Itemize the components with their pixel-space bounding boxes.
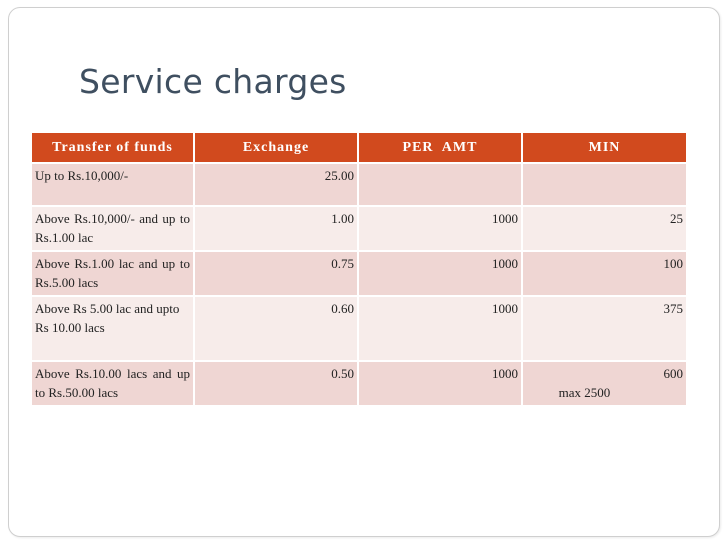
table-row: Above Rs.10.00 lacs and up to Rs.50.00 l… bbox=[32, 361, 686, 407]
header-exchange: Exchange bbox=[194, 133, 359, 164]
per-amt-cell: 1000 bbox=[358, 361, 523, 407]
table-row: Above Rs.1.00 lac and up to Rs.5.00 lacs… bbox=[32, 251, 686, 297]
per-amt-cell: 1000 bbox=[358, 206, 523, 252]
header-transfer-of-funds: Transfer of funds bbox=[32, 133, 195, 164]
table-row: Up to Rs.10,000/- 25.00 bbox=[32, 163, 686, 207]
transfer-cell: Above Rs.10.00 lacs and up to Rs.50.00 l… bbox=[32, 361, 195, 407]
header-per-amt: PER AMT bbox=[358, 133, 523, 164]
transfer-cell: Above Rs 5.00 lac and upto Rs 10.00 lacs bbox=[32, 296, 195, 362]
max-note: max 2500 bbox=[558, 385, 611, 400]
table-row: Above Rs.10,000/- and up to Rs.1.00 lac … bbox=[32, 206, 686, 252]
per-amt-cell bbox=[358, 163, 523, 207]
header-min: MIN bbox=[522, 133, 686, 164]
table-row: Above Rs 5.00 lac and upto Rs 10.00 lacs… bbox=[32, 296, 686, 362]
min-cell: 375 bbox=[522, 296, 686, 362]
exchange-cell: 0.50 bbox=[194, 361, 359, 407]
per-amt-cell: 1000 bbox=[358, 296, 523, 362]
service-charges-table: Transfer of funds Exchange PER AMT MIN U… bbox=[32, 133, 686, 407]
min-cell: 100 bbox=[522, 251, 686, 297]
per-amt-cell: 1000 bbox=[358, 251, 523, 297]
table-header-row: Transfer of funds Exchange PER AMT MIN bbox=[32, 133, 686, 164]
exchange-cell: 0.75 bbox=[194, 251, 359, 297]
min-cell: 25 bbox=[522, 206, 686, 252]
min-cell bbox=[522, 163, 686, 207]
transfer-cell: Above Rs.10,000/- and up to Rs.1.00 lac bbox=[32, 206, 195, 252]
exchange-cell: 0.60 bbox=[194, 296, 359, 362]
transfer-cell: Above Rs.1.00 lac and up to Rs.5.00 lacs bbox=[32, 251, 195, 297]
min-value: 600 bbox=[663, 366, 684, 381]
exchange-cell: 1.00 bbox=[194, 206, 359, 252]
slide-title: Service charges bbox=[79, 62, 347, 101]
min-cell: 600 max 2500 bbox=[522, 361, 686, 407]
transfer-cell: Up to Rs.10,000/- bbox=[32, 163, 195, 207]
exchange-cell: 25.00 bbox=[194, 163, 359, 207]
